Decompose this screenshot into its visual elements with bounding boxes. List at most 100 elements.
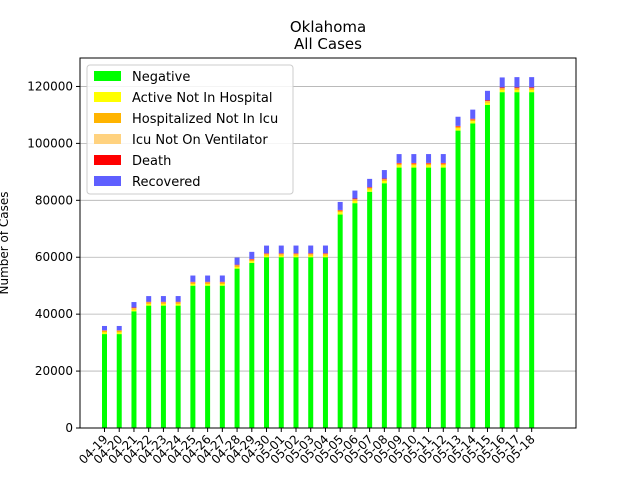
bar-death-05-17 — [514, 87, 520, 89]
bar-recovered-04-24 — [175, 296, 181, 302]
legend-label-2: Hospitalized Not In Icu — [132, 112, 278, 127]
bar-negative-05-12 — [440, 167, 446, 429]
plot-frame — [79, 57, 577, 429]
bar-negative-05-06 — [352, 203, 358, 428]
legend-label-5: Recovered — [132, 175, 201, 190]
bar-hospitalized-not-in-icu-04-25 — [190, 282, 196, 284]
bar-active-not-in-hospital-05-14 — [470, 121, 476, 124]
bar-hospitalized-not-in-icu-04-20 — [116, 330, 122, 333]
bar-death-05-02 — [293, 253, 299, 254]
bar-active-not-in-hospital-05-17 — [514, 89, 520, 93]
bar-negative-05-13 — [455, 130, 461, 429]
chart-title: Oklahoma — [290, 18, 366, 36]
bar-active-not-in-hospital-04-21 — [131, 309, 137, 312]
y-tick-label-40000: 40000 — [35, 307, 73, 321]
bar-recovered-05-10 — [411, 154, 417, 163]
bar-death-05-09 — [396, 162, 402, 164]
bar-negative-05-02 — [293, 257, 299, 428]
bar-death-05-12 — [440, 162, 446, 164]
bar-recovered-05-02 — [293, 245, 299, 254]
y-tick-label-80000: 80000 — [35, 193, 73, 207]
bar-hospitalized-not-in-icu-05-07 — [367, 188, 373, 190]
bar-hospitalized-not-in-icu-05-18 — [529, 88, 535, 90]
bar-recovered-05-05 — [337, 201, 343, 210]
bar-hospitalized-not-in-icu-05-10 — [411, 163, 417, 166]
bar-recovered-05-17 — [514, 77, 520, 88]
legend-label-4: Death — [132, 154, 171, 169]
bar-recovered-04-20 — [116, 325, 122, 331]
bar-hospitalized-not-in-icu-04-28 — [234, 265, 240, 267]
bar-recovered-04-25 — [190, 275, 196, 282]
bar-negative-05-08 — [381, 183, 387, 428]
bar-hospitalized-not-in-icu-05-06 — [352, 199, 358, 201]
bar-recovered-05-12 — [440, 154, 446, 163]
bar-active-not-in-hospital-05-03 — [308, 255, 314, 258]
bar-recovered-04-19 — [102, 325, 107, 331]
bar-negative-04-26 — [205, 285, 211, 428]
bar-hospitalized-not-in-icu-05-02 — [293, 254, 299, 256]
bar-active-not-in-hospital-05-06 — [352, 200, 358, 204]
y-axis-label: Number of Cases — [0, 191, 11, 294]
bar-recovered-05-18 — [529, 77, 535, 88]
bar-hospitalized-not-in-icu-04-23 — [160, 302, 166, 304]
bar-active-not-in-hospital-05-07 — [367, 189, 373, 192]
bar-death-05-10 — [411, 162, 417, 164]
bar-recovered-05-04 — [322, 245, 328, 254]
bar-active-not-in-hospital-05-11 — [426, 165, 432, 168]
bar-death-04-28 — [234, 264, 240, 266]
bar-negative-05-18 — [529, 92, 535, 429]
bar-recovered-05-09 — [396, 154, 402, 163]
bar-death-05-15 — [484, 100, 490, 101]
y-tick-label-120000: 120000 — [27, 79, 73, 93]
bar-negative-04-27 — [219, 285, 225, 428]
bar-active-not-in-hospital-05-12 — [440, 165, 446, 168]
legend: Negative Active Not In Hospital Hospitaliz… — [86, 64, 294, 195]
bar-hospitalized-not-in-icu-05-13 — [455, 126, 461, 129]
legend-swatch-4 — [94, 155, 121, 165]
y-tick-label-0: 0 — [65, 421, 73, 435]
bar-death-05-04 — [322, 253, 328, 254]
bar-recovered-05-13 — [455, 116, 461, 126]
bar-hospitalized-not-in-icu-05-03 — [308, 254, 314, 256]
bar-negative-05-14 — [470, 123, 476, 428]
bar-recovered-05-03 — [308, 245, 314, 254]
bar-death-04-30 — [264, 253, 270, 254]
bar-recovered-04-30 — [264, 245, 270, 254]
bar-recovered-05-08 — [381, 170, 387, 179]
bar-active-not-in-hospital-04-20 — [116, 332, 122, 335]
bar-negative-05-03 — [308, 257, 314, 428]
bar-active-not-in-hospital-04-30 — [264, 255, 270, 258]
bar-active-not-in-hospital-04-24 — [175, 303, 181, 306]
bar-recovered-04-26 — [205, 275, 211, 282]
legend-box — [86, 64, 294, 195]
bar-active-not-in-hospital-05-01 — [278, 255, 284, 258]
legend-label-1: Active Not In Hospital — [132, 91, 273, 106]
bar-recovered-05-07 — [367, 178, 373, 188]
bar-death-05-13 — [455, 125, 461, 127]
bar-active-not-in-hospital-04-29 — [249, 261, 255, 263]
bar-hospitalized-not-in-icu-04-29 — [249, 259, 255, 262]
bar-hospitalized-not-in-icu-05-12 — [440, 163, 446, 166]
bar-active-not-in-hospital-05-08 — [381, 180, 387, 184]
chart-subtitle: All Cases — [294, 35, 362, 53]
bar-hospitalized-not-in-icu-04-19 — [102, 330, 107, 333]
bar-active-not-in-hospital-04-26 — [205, 283, 211, 286]
bar-active-not-in-hospital-05-18 — [529, 89, 535, 93]
bar-hospitalized-not-in-icu-04-26 — [205, 282, 211, 284]
bar-death-05-08 — [381, 178, 387, 180]
bar-recovered-04-22 — [146, 296, 152, 302]
bar-hospitalized-not-in-icu-05-16 — [499, 88, 505, 90]
bar-negative-04-24 — [175, 305, 181, 428]
bar-hospitalized-not-in-icu-05-04 — [322, 254, 328, 256]
bar-recovered-05-15 — [484, 90, 490, 101]
bar-hospitalized-not-in-icu-04-24 — [175, 302, 181, 304]
bar-recovered-04-21 — [131, 302, 137, 308]
bar-death-05-18 — [529, 87, 535, 89]
legend-swatch-3 — [94, 134, 121, 144]
bar-negative-05-04 — [322, 257, 328, 428]
bar-negative-05-10 — [411, 167, 417, 429]
y-tick-label-100000: 100000 — [27, 136, 73, 150]
bar-active-not-in-hospital-04-19 — [102, 332, 107, 335]
bar-active-not-in-hospital-05-16 — [499, 89, 505, 93]
